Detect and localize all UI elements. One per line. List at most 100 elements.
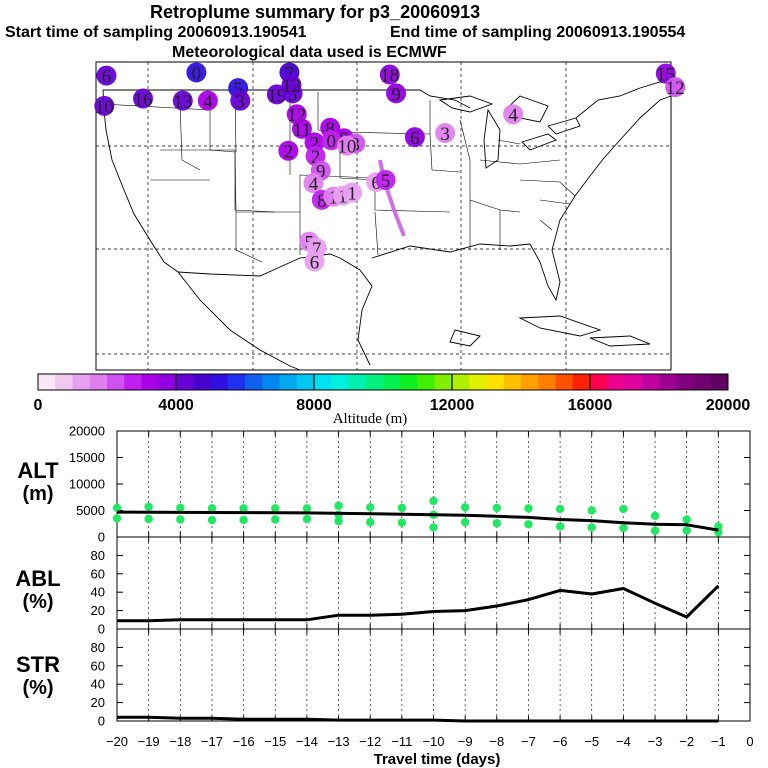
colorbar-swatch <box>538 374 556 390</box>
abl-panel-content: 0 20 40 60 80 <box>91 536 751 637</box>
plume-marker <box>404 127 425 148</box>
plume-marker-label: 6 <box>102 67 112 88</box>
str-y-tick-label: 0 <box>98 714 105 729</box>
str-y-tick-label: 40 <box>91 677 105 692</box>
map-coastlines-borders <box>102 81 672 371</box>
x-tick-label: −17 <box>201 734 223 749</box>
colorbar-swatch <box>176 374 194 390</box>
colorbar-swatch <box>158 374 177 390</box>
plume-marker-label: 0 <box>192 63 202 84</box>
alt-scatter-point <box>460 503 470 512</box>
plume-marker <box>96 65 117 86</box>
colorbar-swatch <box>210 374 229 390</box>
plume-marker <box>94 95 115 116</box>
x-tick-label: −10 <box>422 734 444 749</box>
x-tick-label: −2 <box>679 734 694 749</box>
x-tick-label: −19 <box>138 734 160 749</box>
map-frame <box>95 61 672 371</box>
alt-y-tick-label: 5000 <box>76 503 105 518</box>
colorbar-swatch <box>296 374 315 390</box>
abl-y-tick-label: 60 <box>91 566 105 581</box>
colorbar-swatch <box>348 374 367 390</box>
str-series-line <box>117 715 719 723</box>
colorbar-swatch <box>572 374 591 390</box>
x-tick-label: 0 <box>746 734 753 749</box>
plume-marker-label: 12 <box>282 76 301 97</box>
colorbar-swatch <box>676 374 694 390</box>
x-tick-label: −11 <box>391 734 412 749</box>
abl-y-tick-label: 80 <box>91 548 105 563</box>
colorbar-swatch <box>89 374 108 390</box>
alt-scatter-point <box>429 523 438 532</box>
plume-marker-label: 4 <box>309 174 319 195</box>
colorbar-swatch <box>521 374 539 390</box>
plume-marker-label: 5 <box>233 79 243 100</box>
x-tick-label: −18 <box>169 734 191 749</box>
alt-scatter-point <box>112 514 122 523</box>
alt-y-tick-label: 20000 <box>69 424 105 439</box>
x-tick-label: −13 <box>328 734 350 749</box>
plume-marker-label: 9 <box>316 162 326 183</box>
colorbar-swatch <box>227 374 246 390</box>
alt-scatter-point <box>271 504 280 513</box>
colorbar-swatch <box>141 374 160 390</box>
colorbar-swatch <box>503 374 522 390</box>
plume-marker-label: 8 <box>325 119 335 140</box>
plume-marker <box>386 83 407 104</box>
alt-scatter-point <box>429 496 438 506</box>
alt-scatter-point <box>587 523 596 532</box>
alt-panel-label-1: ALT <box>17 458 59 483</box>
plume-marker <box>435 122 456 143</box>
x-tick-label: −1 <box>711 734 726 749</box>
x-tick-label: −12 <box>359 734 381 749</box>
plume-marker <box>172 90 193 111</box>
str-panel-content: 0 20 40 60 80 <box>91 628 751 729</box>
alt-scatter-point <box>334 516 343 526</box>
plume-marker <box>503 104 524 125</box>
plume-marker <box>133 88 154 109</box>
altitude-colorbar: 0 4000 8000 12000 16000 20000 Altitude (m) <box>34 373 751 427</box>
colorbar-swatch <box>555 374 574 390</box>
plume-marker-label: 3 <box>236 92 246 113</box>
x-tick-label: −8 <box>489 734 504 749</box>
plume-marker <box>281 74 302 95</box>
plume-marker-label: 2 <box>310 133 320 154</box>
colorbar-swatch <box>452 374 470 390</box>
plume-marker-label: 1 <box>347 184 357 205</box>
alt-scatter-point <box>397 503 407 513</box>
abl-y-tick-label: 40 <box>91 585 105 600</box>
met-data-label: Meteorological data used is ECMWF <box>172 44 447 61</box>
alt-scatter-point <box>460 517 470 527</box>
colorbar-swatch <box>38 374 56 390</box>
alt-scatter-point <box>302 514 312 524</box>
alt-scatter-point <box>524 520 533 529</box>
plume-marker-label: 6 <box>371 173 381 194</box>
colorbar-swatch <box>365 374 384 390</box>
plume-marker-label: 9 <box>391 84 401 105</box>
plume-marker <box>266 84 287 105</box>
colorbar-swatch <box>72 374 91 390</box>
plume-marker-label: 0 <box>326 131 336 152</box>
abl-panel-label-2: (%) <box>22 591 53 613</box>
alt-scatter-point <box>302 504 312 513</box>
plume-marker-label: 5 <box>381 171 391 192</box>
panels-content: 0 5000 10000 15000 20000 0 20 40 60 80 0 20 40 60 80 −2… <box>69 424 754 750</box>
x-tick-label: −20 <box>106 734 128 749</box>
alt-series-line <box>116 510 719 532</box>
colorbar-swatch <box>331 374 349 390</box>
x-tick-label: −16 <box>233 734 255 749</box>
alt-scatter-point <box>682 515 691 524</box>
alt-scatter-point <box>555 504 565 514</box>
x-axis-title: Travel time (days) <box>374 751 501 768</box>
alt-scatter-point <box>176 515 185 524</box>
colorbar-ticks: 0 4000 8000 12000 16000 20000 <box>34 374 751 414</box>
plume-marker-label: 3 <box>440 124 450 145</box>
colorbar-swatch <box>590 374 608 390</box>
colorbar-tick-label: 20000 <box>706 397 751 414</box>
plume-marker-label: 2 <box>284 142 294 163</box>
alt-panel-content: 0 5000 10000 15000 20000 <box>69 424 751 545</box>
plume-marker-label: 7 <box>312 239 322 260</box>
alt-scatter-point <box>650 526 660 535</box>
plume-marker <box>303 173 324 194</box>
